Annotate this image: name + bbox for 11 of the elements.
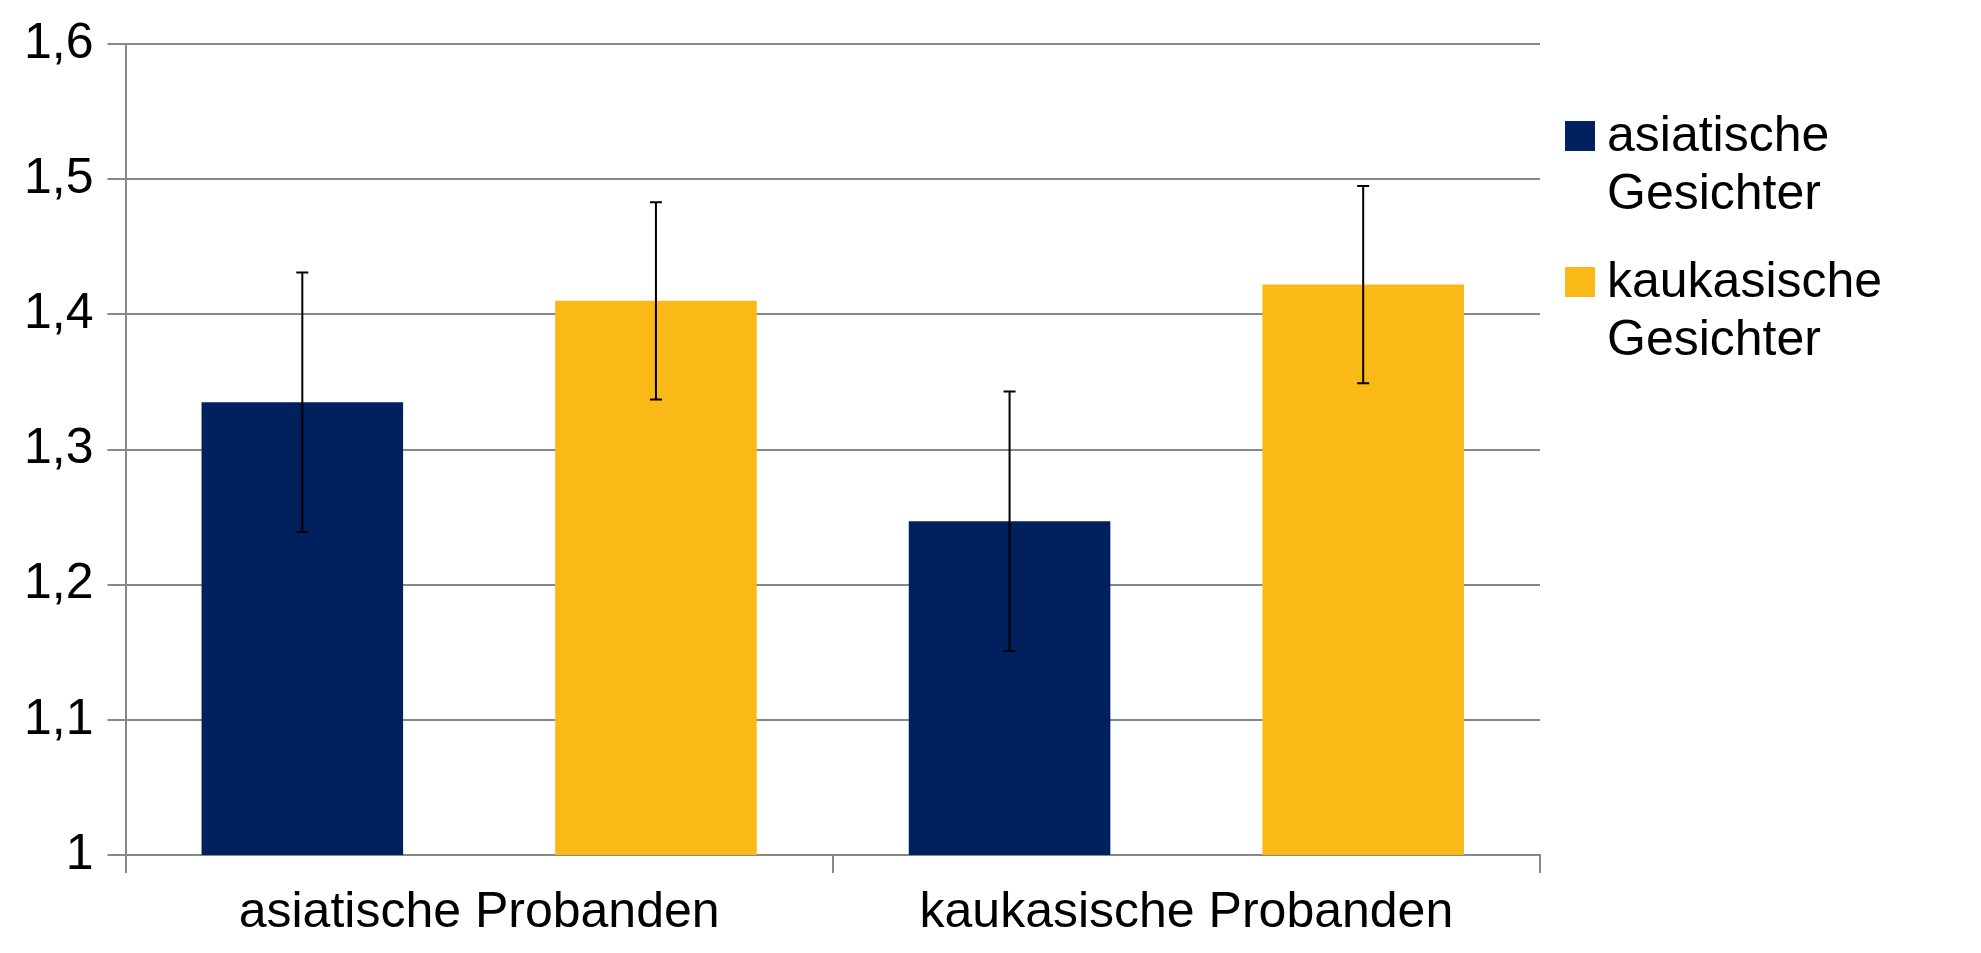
legend-label: asiatische Gesichter xyxy=(1607,105,1831,221)
y-tick-label: 1,2 xyxy=(23,553,94,610)
y-tick-label: 1,3 xyxy=(23,418,94,475)
y-tick-label: 1,5 xyxy=(23,147,94,204)
y-tick-label: 1,4 xyxy=(23,283,94,340)
legend-label: kaukasische Gesichter xyxy=(1607,251,1883,367)
x-tick-label: asiatische Probanden xyxy=(238,881,720,938)
x-tick-label: kaukasische Probanden xyxy=(919,881,1454,938)
y-tick-label: 1,1 xyxy=(23,688,94,745)
y-tick-label: 1 xyxy=(65,823,94,880)
y-tick-label: 1,6 xyxy=(23,12,94,69)
